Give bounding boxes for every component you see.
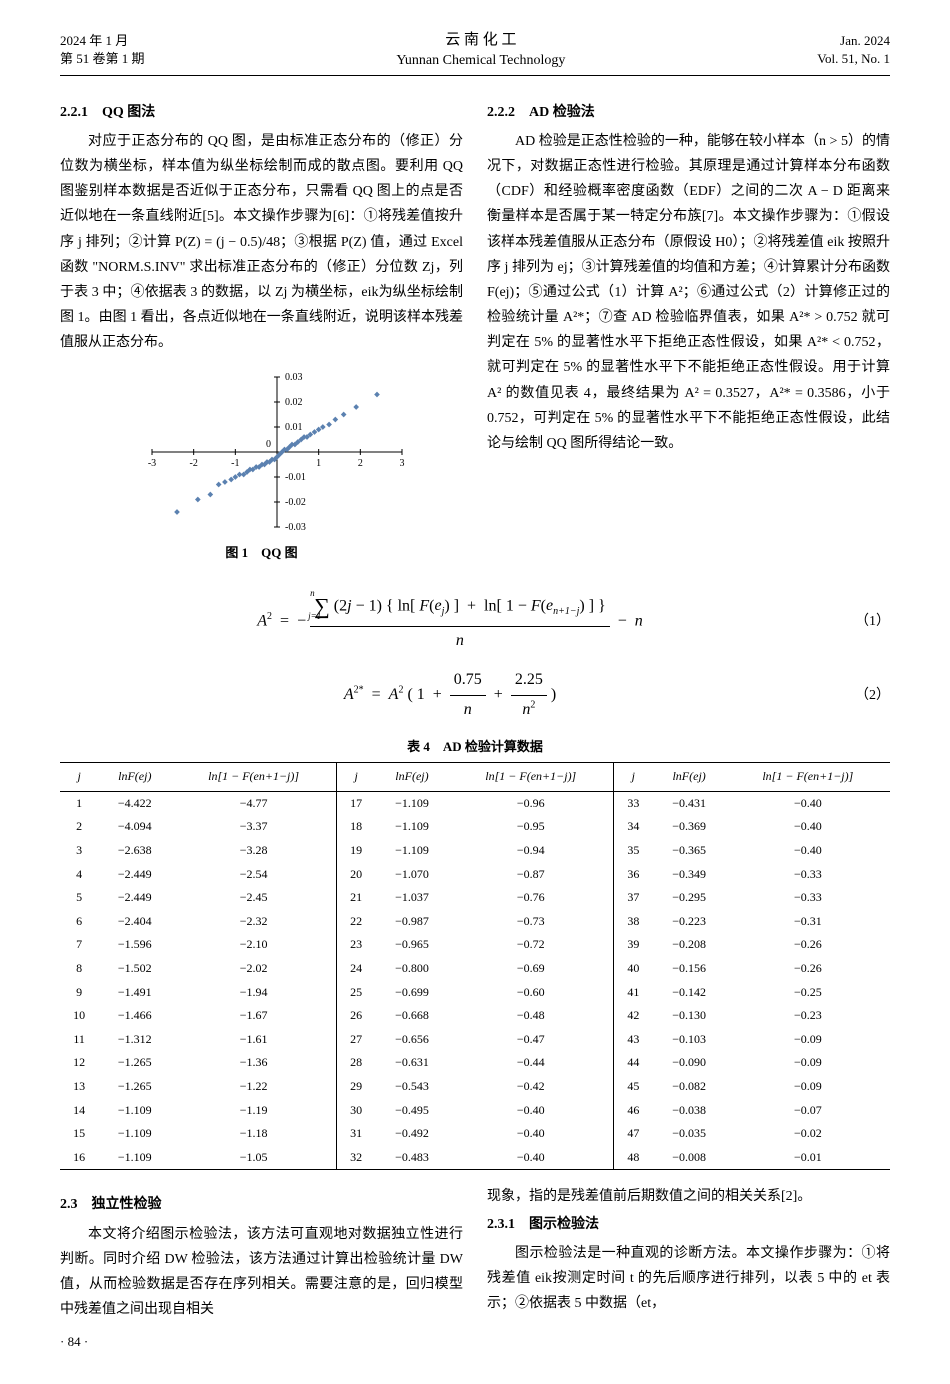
bottom-columns: 2.3 独立性检验 本文将介绍图示检验法，该方法可直观地对数据独立性进行判断。同… [60, 1184, 890, 1353]
table-row: 15−1.109−1.1831−0.492−0.4047−0.035−0.02 [60, 1122, 890, 1146]
table-4: jlnF(ej)ln[1 − F(en+1−j)]jlnF(ej)ln[1 − … [60, 762, 890, 1170]
sec-23-p1: 本文将介绍图示检验法，该方法可直观地对数据独立性进行判断。同时介绍 DW 检验法… [60, 1222, 463, 1323]
figure-1-caption: 图 1 QQ 图 [102, 541, 422, 564]
table-row: 4−2.449−2.5420−1.070−0.8736−0.349−0.33 [60, 863, 890, 887]
sec-23-title: 2.3 独立性检验 [60, 1192, 463, 1217]
table-row: 12−1.265−1.3628−0.631−0.4444−0.090−0.09 [60, 1051, 890, 1075]
page-number: · 84 · [60, 1330, 463, 1353]
journal-en: Yunnan Chemical Technology [396, 51, 565, 71]
formula-1-num: （1） [840, 609, 890, 634]
formula-1-body: A2 = − n∑j=1 (2j − 1) { ln[ F(ej) ] + ln… [60, 587, 840, 656]
bottom-right-col: 现象，指的是残差值前后期数值之间的相关关系[2]。 2.3.1 图示检验法 图示… [487, 1184, 890, 1353]
table-row: 2−4.094−3.3718−1.109−0.9534−0.369−0.40 [60, 815, 890, 839]
sec-221-p1: 对应于正态分布的 QQ 图，是由标准正态分布的（修正）分位数为横坐标，样本值为纵… [60, 129, 463, 356]
table-row: 7−1.596−2.1023−0.965−0.7239−0.208−0.26 [60, 933, 890, 957]
main-columns: 2.2.1 QQ 图法 对应于正态分布的 QQ 图，是由标准正态分布的（修正）分… [60, 92, 890, 577]
sec-222-p1: AD 检验是正态性检验的一种，能够在较小样本（n > 5）的情况下，对数据正态性… [487, 129, 890, 456]
table-row: 11−1.312−1.6127−0.656−0.4743−0.103−0.09 [60, 1028, 890, 1052]
vol-en: Vol. 51, No. 1 [817, 50, 890, 68]
svg-text:0.03: 0.03 [285, 372, 303, 383]
table-4-body: 1−4.422−4.7717−1.109−0.9633−0.431−0.402−… [60, 791, 890, 1170]
table-row: 9−1.491−1.9425−0.699−0.6041−0.142−0.25 [60, 981, 890, 1005]
header-left: 2024 年 1 月 第 51 卷第 1 期 [60, 32, 145, 68]
table-row: 13−1.265−1.2229−0.543−0.4245−0.082−0.09 [60, 1075, 890, 1099]
sec-23-p-right: 现象，指的是残差值前后期数值之间的相关关系[2]。 [487, 1184, 890, 1209]
table-4-header-row: jlnF(ej)ln[1 − F(en+1−j)]jlnF(ej)ln[1 − … [60, 763, 890, 792]
svg-text:0.02: 0.02 [285, 397, 303, 408]
formula-2-num: （2） [840, 683, 890, 708]
svg-text:-0.03: -0.03 [285, 522, 306, 533]
qq-chart-svg: -3 -2 -1 1 2 3 0.01 0.02 0.03 -0.01 -0.02 -0.03 0 [112, 367, 412, 537]
formula-2-body: A2* = A2 ( 1 + 0.75n + 2.25n2 ) [60, 666, 840, 725]
svg-text:0: 0 [266, 439, 271, 450]
svg-text:-1: -1 [231, 458, 239, 469]
bottom-left-col: 2.3 独立性检验 本文将介绍图示检验法，该方法可直观地对数据独立性进行判断。同… [60, 1184, 463, 1353]
sec-221-title: 2.2.1 QQ 图法 [60, 100, 463, 125]
date-en: Jan. 2024 [817, 32, 890, 50]
sec-231-p1: 图示检验法是一种直观的诊断方法。本文操作步骤为：①将残差值 eik按测定时间 t… [487, 1241, 890, 1317]
formula-2: A2* = A2 ( 1 + 0.75n + 2.25n2 ) （2） [60, 666, 890, 725]
svg-text:-3: -3 [147, 458, 155, 469]
table-row: 10−1.466−1.6726−0.668−0.4842−0.130−0.23 [60, 1004, 890, 1028]
sec-222-title: 2.2.2 AD 检验法 [487, 100, 890, 125]
table-4-caption: 表 4 AD 检验计算数据 [60, 735, 890, 758]
table-row: 5−2.449−2.4521−1.037−0.7637−0.295−0.33 [60, 886, 890, 910]
svg-text:-0.01: -0.01 [285, 472, 306, 483]
right-column: 2.2.2 AD 检验法 AD 检验是正态性检验的一种，能够在较小样本（n > … [487, 92, 890, 577]
vol-cn: 第 51 卷第 1 期 [60, 50, 145, 68]
table-row: 16−1.109−1.0532−0.483−0.4048−0.008−0.01 [60, 1146, 890, 1170]
page-header: 2024 年 1 月 第 51 卷第 1 期 云 南 化 工 Yunnan Ch… [60, 30, 890, 76]
figure-1: -3 -2 -1 1 2 3 0.01 0.02 0.03 -0.01 -0.02 -0.03 0 图 … [102, 367, 422, 564]
table-row: 1−4.422−4.7717−1.109−0.9633−0.431−0.40 [60, 791, 890, 815]
svg-text:2: 2 [357, 458, 362, 469]
svg-text:3: 3 [399, 458, 404, 469]
header-right: Jan. 2024 Vol. 51, No. 1 [817, 32, 890, 68]
table-row: 14−1.109−1.1930−0.495−0.4046−0.038−0.07 [60, 1099, 890, 1123]
sec-231-title: 2.3.1 图示检验法 [487, 1212, 890, 1237]
svg-text:-2: -2 [189, 458, 197, 469]
header-center: 云 南 化 工 Yunnan Chemical Technology [396, 30, 565, 71]
left-column: 2.2.1 QQ 图法 对应于正态分布的 QQ 图，是由标准正态分布的（修正）分… [60, 92, 463, 577]
svg-text:0.01: 0.01 [285, 422, 303, 433]
table-row: 6−2.404−2.3222−0.987−0.7338−0.223−0.31 [60, 910, 890, 934]
formula-1: A2 = − n∑j=1 (2j − 1) { ln[ F(ej) ] + ln… [60, 587, 890, 656]
svg-text:1: 1 [316, 458, 321, 469]
svg-text:-0.02: -0.02 [285, 497, 306, 508]
journal-cn: 云 南 化 工 [396, 30, 565, 51]
date-cn: 2024 年 1 月 [60, 32, 145, 50]
table-row: 3−2.638−3.2819−1.109−0.9435−0.365−0.40 [60, 839, 890, 863]
table-row: 8−1.502−2.0224−0.800−0.6940−0.156−0.26 [60, 957, 890, 981]
